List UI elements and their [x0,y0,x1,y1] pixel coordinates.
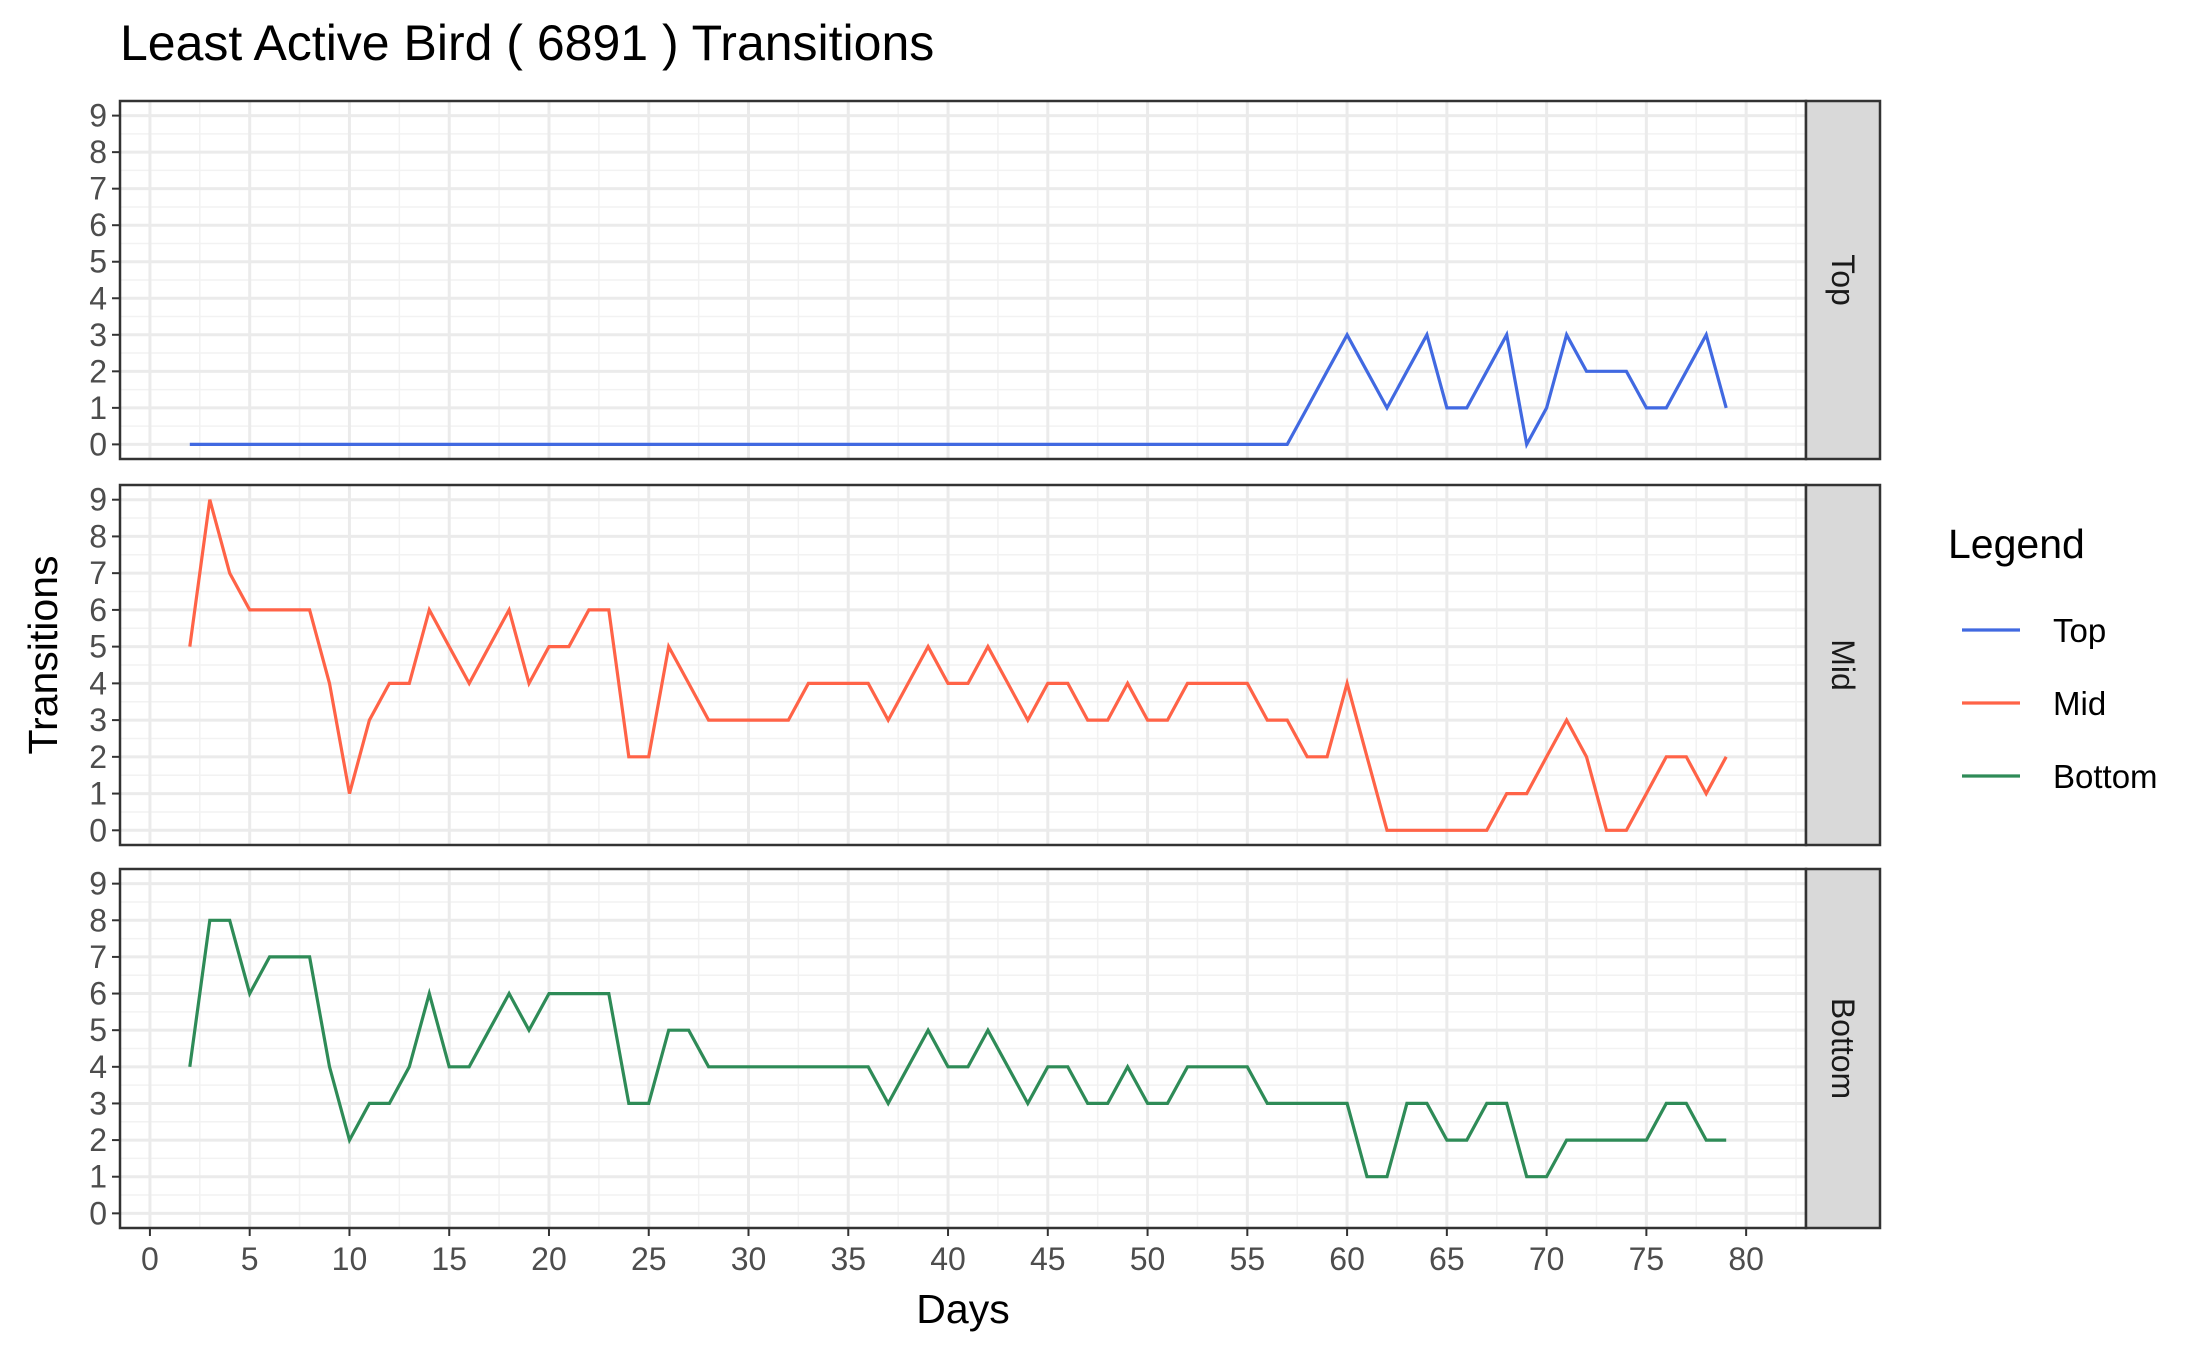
legend-entry-bottom: Bottom [1962,758,2158,795]
y-tick-label: 0 [89,812,107,848]
chart-title: Least Active Bird ( 6891 ) Transitions [120,15,934,71]
y-tick-label: 4 [89,280,107,316]
facet-strip-label: Top [1825,254,1861,306]
y-tick-label: 5 [89,244,107,280]
y-tick-label: 5 [89,629,107,665]
facet-strip [1804,483,1882,847]
y-tick-label: 4 [89,665,107,701]
facet-strip-label: Bottom [1825,998,1861,1099]
legend-label-mid: Mid [2053,685,2106,722]
y-tick-label: 1 [89,390,107,426]
y-tick-label: 9 [89,866,107,902]
x-tick-label: 45 [1030,1241,1066,1277]
legend: Legend Top Mid Bottom [1948,521,2158,795]
x-tick-label: 10 [332,1241,368,1277]
y-tick-label: 2 [89,353,107,389]
series-line-mid [188,499,1728,832]
y-tick-label: 1 [89,776,107,812]
x-tick-label: 50 [1130,1241,1166,1277]
x-tick-label: 15 [431,1241,467,1277]
legend-title: Legend [1948,521,2085,567]
x-axis: 0 5 10 15 20 25 30 35 40 45 50 55 60 65 70 75 80 [141,1228,1764,1277]
y-tick-label: 3 [89,702,107,738]
y-tick-label: 8 [89,902,107,938]
facet-strip [1804,99,1882,461]
y-tick-label: 0 [89,426,107,462]
y-tick-label: 0 [89,1195,107,1231]
legend-label-top: Top [2053,612,2106,649]
y-tick-label: 9 [89,98,107,134]
x-tick-label: 35 [830,1241,866,1277]
x-tick-label: 80 [1728,1241,1764,1277]
y-tick-label: 6 [89,207,107,243]
x-tick-label: 55 [1230,1241,1266,1277]
x-tick-label: 75 [1629,1241,1665,1277]
y-tick-label: 6 [89,592,107,628]
x-tick-label: 70 [1529,1241,1565,1277]
x-tick-label: 0 [141,1241,159,1277]
y-tick-label: 4 [89,1049,107,1085]
series-line-top [189,330,1728,450]
x-tick-label: 40 [930,1241,966,1277]
series-line-bottom [188,918,1727,1179]
y-tick-label: 3 [89,317,107,353]
x-tick-label: 5 [241,1241,259,1277]
x-axis-title: Days [916,1286,1009,1332]
y-tick-label: 2 [89,739,107,775]
y-tick-label: 5 [89,1012,107,1048]
legend-label-bottom: Bottom [2053,758,2158,795]
facet-strip [1804,867,1882,1230]
y-tick-label: 8 [89,518,107,554]
y-axis-title: Transitions [20,556,66,755]
y-tick-label: 7 [89,939,107,975]
y-tick-label: 6 [89,976,107,1012]
y-tick-label: 2 [89,1122,107,1158]
y-tick-label: 7 [89,555,107,591]
y-tick-label: 3 [89,1085,107,1121]
y-tick-label: 1 [89,1159,107,1195]
x-tick-label: 20 [531,1241,567,1277]
y-tick-label: 8 [89,134,107,170]
x-tick-label: 25 [631,1241,667,1277]
legend-entry-mid: Mid [1962,685,2106,722]
facet-strip-label: Mid [1825,639,1861,691]
x-tick-label: 65 [1429,1241,1465,1277]
legend-entry-top: Top [1962,612,2106,649]
x-tick-label: 30 [731,1241,767,1277]
y-tick-label: 7 [89,171,107,207]
facet-panels: 0123456789Top0123456789Mid0123456789Bott… [89,98,1882,1231]
x-tick-label: 60 [1329,1241,1365,1277]
y-tick-label: 9 [89,482,107,518]
